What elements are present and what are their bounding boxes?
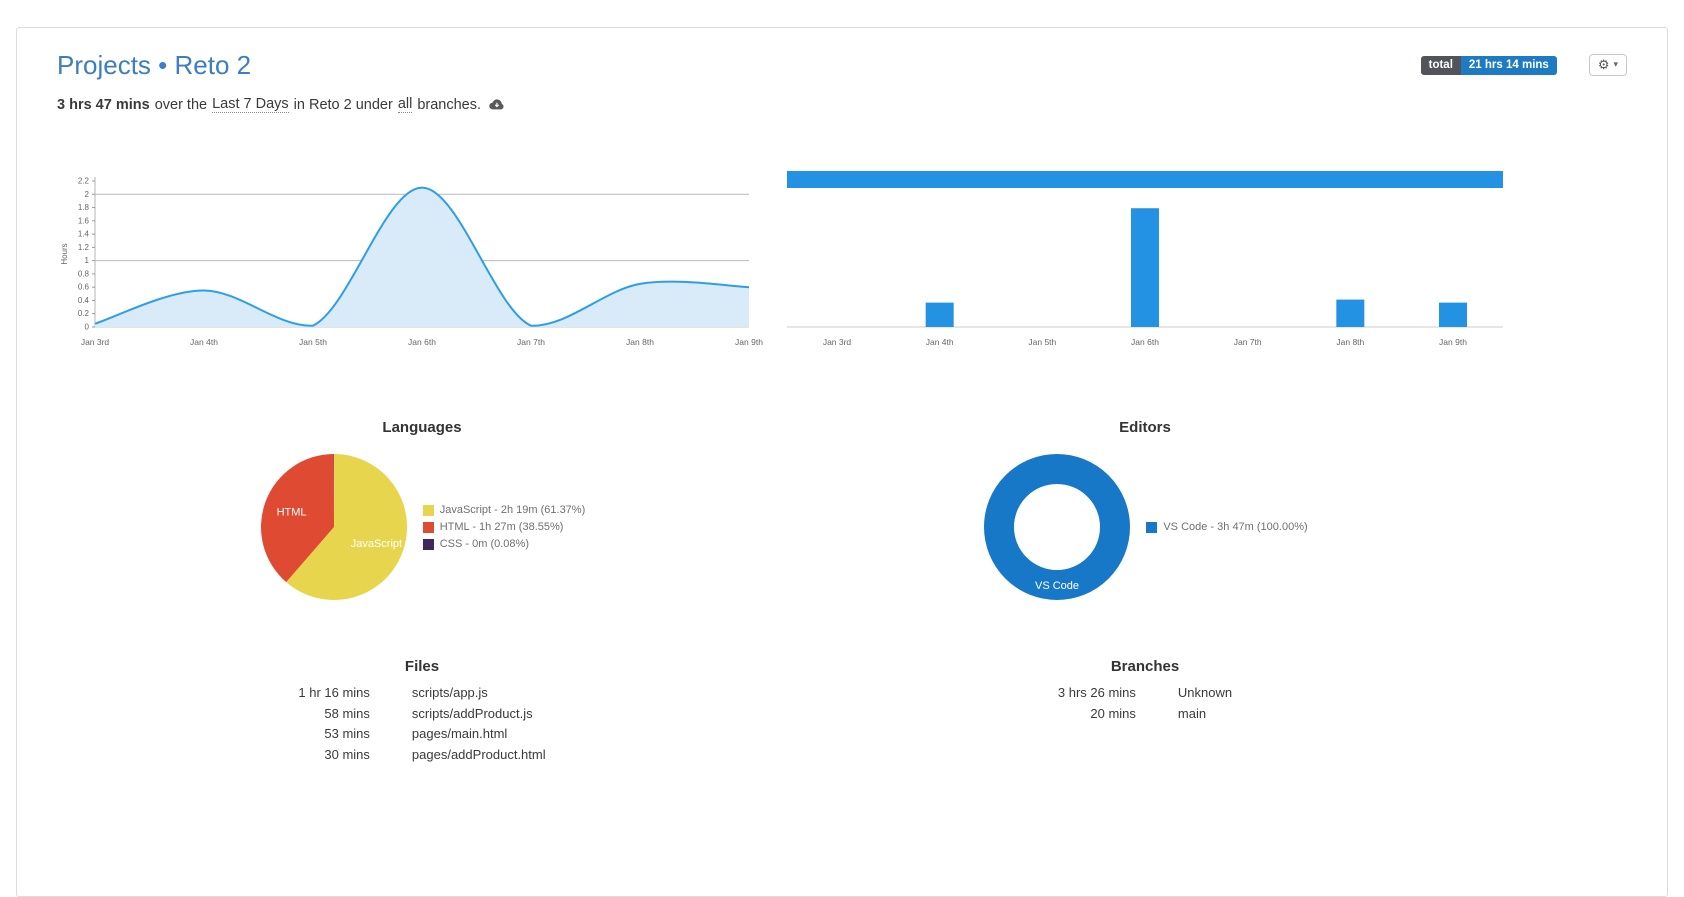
svg-text:Jan 3rd: Jan 3rd	[81, 337, 110, 347]
summary-text-tail: branches.	[417, 96, 482, 113]
svg-text:Jan 5th: Jan 5th	[1028, 337, 1056, 347]
svg-text:Jan 7th: Jan 7th	[1234, 337, 1262, 347]
settings-button[interactable]: ⚙ ▾	[1588, 54, 1627, 76]
daily-hours-line-chart: 0 0.2 0.4 0.6 0.8 1 1.2 1.4 1.6 1.8 2 2.2 Hours Jan 3…	[57, 171, 787, 355]
branch-row-name: main	[1177, 705, 1207, 721]
svg-text:Jan 8th: Jan 8th	[626, 337, 654, 347]
page-title: Projects • Reto 2	[57, 50, 251, 80]
daily-hours-bar-chart: Jan 3rd Jan 4th Jan 5th Jan 6th Jan 7th Jan 8…	[787, 171, 1503, 355]
svg-text:Jan 6th: Jan 6th	[1131, 337, 1159, 347]
file-row-name: scripts/app.js	[411, 685, 488, 700]
svg-text:0.8: 0.8	[78, 269, 90, 278]
svg-text:0.2: 0.2	[78, 309, 90, 318]
languages-legend-item: CSS - 0m (0.08%)	[422, 538, 586, 550]
branch-row-name: Unknown	[1177, 685, 1233, 700]
editors-legend-swatch	[1146, 521, 1158, 533]
files-list: 1 hr 16 mins scripts/app.js 58 mins scripts…	[57, 683, 787, 765]
editors-title: Editors	[1119, 419, 1171, 436]
header: Projects • Reto 2 total 21 hrs 14 mins ⚙…	[57, 50, 1627, 80]
svg-text:1.8: 1.8	[78, 203, 90, 212]
project-name: Reto 2	[174, 50, 252, 80]
svg-text:1.6: 1.6	[78, 216, 90, 225]
languages-pie-chart: JavaScript HTML	[260, 454, 407, 600]
summary-duration: 3 hrs 47 mins	[57, 96, 150, 113]
languages-legend-swatch	[422, 504, 434, 516]
caret-down-icon: ▾	[1613, 59, 1618, 69]
languages-panel: Languages JavaScript HTML JavaScript - 2h…	[57, 419, 787, 602]
date-range-link[interactable]: Last 7 Days	[212, 96, 289, 113]
editors-panel: Editors VS Code VS Code - 3h 47m (100.00…	[787, 419, 1503, 602]
svg-text:1.2: 1.2	[78, 243, 90, 252]
title-separator: •	[158, 50, 168, 80]
svg-text:Jan 3rd: Jan 3rd	[823, 337, 852, 347]
branch-row-time: 3 hrs 26 mins	[1057, 685, 1136, 700]
svg-text:Jan 5th: Jan 5th	[299, 337, 327, 347]
branch-row-time: 20 mins	[1090, 705, 1136, 721]
svg-text:Jan 9th: Jan 9th	[735, 337, 763, 347]
charts-row: 0 0.2 0.4 0.6 0.8 1 1.2 1.4 1.6 1.8 2 2.2 Hours Jan 3…	[57, 171, 1627, 355]
branches-title: Branches	[1110, 658, 1180, 675]
file-row-time: 30 mins	[324, 746, 370, 762]
gear-icon: ⚙	[1597, 57, 1610, 72]
total-badge-label: total	[1420, 55, 1461, 75]
languages-title: Languages	[382, 419, 462, 436]
svg-text:0: 0	[85, 323, 90, 332]
cloud-download-icon[interactable]	[488, 98, 505, 112]
svg-text:VS Code: VS Code	[1035, 580, 1079, 592]
svg-text:1.4: 1.4	[78, 230, 90, 239]
svg-text:0.4: 0.4	[78, 296, 90, 305]
summary-text-middle: in Reto 2 under	[293, 96, 393, 113]
languages-legend-label: CSS - 0m (0.08%)	[439, 538, 529, 550]
languages-legend-label: HTML - 1h 27m (38.55%)	[439, 521, 564, 533]
editors-legend-label: VS Code - 3h 47m (100.00%)	[1163, 521, 1308, 533]
svg-text:1: 1	[85, 256, 90, 265]
files-panel: Files 1 hr 16 mins scripts/app.js 58 mins s…	[57, 658, 787, 765]
file-row-name: pages/addProduct.html	[411, 746, 546, 762]
lists-row: Files 1 hr 16 mins scripts/app.js 58 mins s…	[57, 658, 1627, 765]
svg-text:2: 2	[85, 190, 90, 199]
summary-line: 3 hrs 47 mins over the Last 7 Days in Re…	[57, 96, 1627, 113]
svg-text:2.2: 2.2	[78, 177, 90, 186]
branches-filter-link[interactable]: all	[397, 96, 413, 113]
svg-text:Hours: Hours	[60, 243, 69, 264]
header-actions: total 21 hrs 14 mins ⚙ ▾	[1420, 54, 1627, 76]
svg-text:JavaScript: JavaScript	[350, 538, 401, 550]
branches-panel: Branches 3 hrs 26 mins Unknown 20 mins main	[787, 658, 1503, 765]
languages-legend-item: JavaScript - 2h 19m (61.37%)	[422, 504, 586, 516]
languages-legend-swatch	[422, 521, 434, 533]
svg-text:Jan 9th: Jan 9th	[1439, 337, 1467, 347]
file-row-time: 58 mins	[324, 705, 370, 721]
svg-text:HTML: HTML	[276, 506, 306, 518]
editors-legend-item: VS Code - 3h 47m (100.00%)	[1146, 521, 1308, 533]
svg-text:Jan 8th: Jan 8th	[1336, 337, 1364, 347]
total-badge: total 21 hrs 14 mins	[1420, 55, 1557, 75]
svg-text:Jan 7th: Jan 7th	[517, 337, 545, 347]
projects-link[interactable]: Projects	[57, 50, 151, 80]
svg-text:0.6: 0.6	[78, 283, 90, 292]
summary-text-over: over the	[154, 96, 208, 113]
svg-text:Jan 4th: Jan 4th	[926, 337, 954, 347]
editors-donut-chart: VS Code	[984, 454, 1131, 600]
file-row-time: 1 hr 16 mins	[298, 685, 370, 700]
languages-legend-item: HTML - 1h 27m (38.55%)	[422, 521, 586, 533]
file-row-time: 53 mins	[324, 726, 370, 741]
project-dashboard-card: Projects • Reto 2 total 21 hrs 14 mins ⚙…	[16, 27, 1668, 897]
breakdown-row: Languages JavaScript HTML JavaScript - 2h…	[57, 419, 1627, 602]
languages-legend-swatch	[422, 538, 434, 550]
total-badge-value: 21 hrs 14 mins	[1460, 55, 1557, 75]
editors-legend: VS Code - 3h 47m (100.00%)	[1146, 521, 1308, 533]
svg-text:Jan 4th: Jan 4th	[190, 337, 218, 347]
files-title: Files	[404, 658, 440, 675]
languages-legend-label: JavaScript - 2h 19m (61.37%)	[439, 504, 586, 516]
file-row-name: pages/main.html	[411, 726, 508, 741]
file-row-name: scripts/addProduct.js	[411, 705, 533, 721]
svg-text:Jan 6th: Jan 6th	[408, 337, 436, 347]
languages-legend: JavaScript - 2h 19m (61.37%) HTML - 1h 27…	[422, 504, 586, 550]
branches-list: 3 hrs 26 mins Unknown 20 mins main	[787, 683, 1503, 724]
